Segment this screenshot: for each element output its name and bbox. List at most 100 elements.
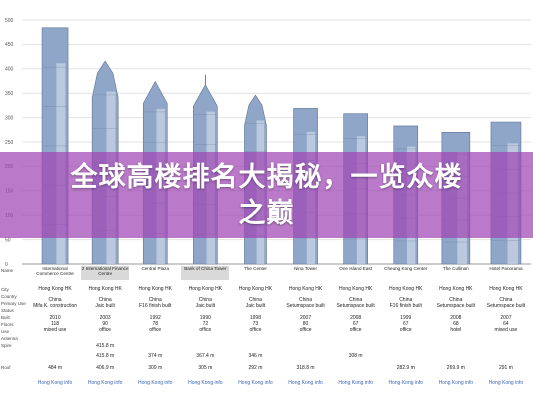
building-name[interactable]: Central Plaza [141,266,170,271]
cell-use: office [99,327,112,333]
cell-spire: 308 m [348,353,363,359]
y-tick-label: 350 [5,91,14,97]
cell-built: 1999 [400,315,412,321]
cell-use: mixed use [494,327,518,333]
cell-city: Hong Kong HK [288,286,323,292]
cell-city: Hong Kong HK [38,286,72,292]
row-label: Use [1,329,10,334]
building-name[interactable]: The Center [243,266,267,271]
row-label: Status [1,308,14,313]
cell-roof: 309 m [148,365,163,371]
cell-floors: 118 [51,321,60,327]
info-link[interactable]: Hong Kong info [238,380,273,386]
cell-floors: 68 [453,321,459,327]
cell-built: 1992 [149,315,161,321]
cell-built: 1990 [199,315,211,321]
cell-country: China [248,297,262,303]
title-banner [0,152,533,238]
building-name[interactable]: Hotel Panorama [489,266,523,271]
building-name[interactable]: Cheung Kong Center [384,266,428,271]
cell-city: Hong Kong HK [188,286,223,292]
row-label: Spire [1,343,12,348]
y-tick-label: 50 [5,237,11,243]
building-name[interactable]: Bank of China Tower [181,266,230,280]
cell-city: Hong Kong HK [338,286,373,292]
cell-use: mixed use [43,327,67,333]
cell-built: 1998 [249,315,261,321]
cell-roof: 269.9 m [446,365,465,371]
info-link[interactable]: Hong Kong info [438,380,474,386]
cell-built: 2008 [450,315,462,321]
cell-use: office [299,327,312,333]
building-name[interactable]: 2 International Finance Centre [81,266,130,280]
cell-roof: 282.9 m [396,365,415,371]
cell-city: Hong Kong HK [238,286,273,292]
cell-roof: 305 m [198,365,213,371]
cell-status: Jaic built [195,303,216,309]
cell-roof: 318.8 m [296,365,315,371]
cell-floors: 64 [503,321,509,327]
y-tick-label: 300 [5,115,14,121]
info-link[interactable]: Hong Kong info [288,380,323,386]
cell-country: China [198,297,212,303]
cell-built: 2008 [350,315,362,321]
cell-status: Setumspace built [436,303,476,309]
cell-status: F16 finish built [139,303,172,309]
cell-roof: 291 m [498,365,513,371]
cell-country: China [499,297,513,303]
row-label: Name [1,268,14,273]
cell-spire: 367.4 m [196,353,215,359]
cell-city: Hong Kong HK [489,286,523,292]
cell-use: office [199,327,212,333]
cell-country: China [449,297,463,303]
info-link[interactable]: Hong Kong info [188,380,223,386]
cell-spire: 415.8 m [96,353,115,359]
cell-use: hotel [450,327,462,333]
row-label: Roof [1,365,11,370]
cell-floors: 72 [202,321,209,327]
y-tick-label: 400 [5,67,14,73]
row-label: Floors [1,322,14,327]
row-label: Built [1,315,10,320]
info-link[interactable]: Hong Kong info [87,380,123,386]
cell-floors: 67 [402,321,409,327]
y-tick-label: 500 [5,18,14,24]
cell-city: Hong Kong HK [138,286,172,292]
cell-country: China [148,297,162,303]
cell-use: office [349,327,362,333]
cell-status: Mifa K. construction [33,303,77,309]
building-name[interactable]: One Island East [339,266,372,271]
cell-status: F16 finish built [389,303,422,309]
cell-country: China [399,297,413,303]
info-link[interactable]: Hong Kong info [388,380,423,386]
info-link[interactable]: Hong Kong info [137,380,173,386]
cell-roof: 292 m [248,365,263,371]
cell-floors: 90 [102,321,108,327]
building-name[interactable]: The Cullinan [442,266,469,271]
y-tick-label: 250 [5,140,14,146]
cell-built: 2007 [500,315,512,321]
cell-antenna: 415.8 m [96,343,115,349]
building-name[interactable]: International Commerce Centre [36,266,74,276]
row-label: City [1,287,9,292]
info-link[interactable]: Hong Kong info [37,380,73,386]
row-label: Country [1,294,17,299]
cell-country: China [98,297,112,303]
y-tick-label: 0 [5,262,8,268]
info-link[interactable]: Hong Kong info [488,380,524,386]
cell-city: Hong Kong HK [88,286,122,292]
y-tick-label: 450 [5,42,14,48]
headline-line-2: 之巅 [238,198,295,229]
cell-built: 2010 [49,315,61,321]
cell-city: Hong Kong HK [389,286,423,292]
headline: 全球高楼排名大揭秘，一览众楼 之巅 [0,160,533,232]
cell-use: office [149,327,162,333]
cell-use: office [249,327,262,333]
cell-roof: 406.9 m [96,365,115,371]
cell-status: Jaic built [245,303,266,309]
cell-built: 2007 [299,315,312,321]
cell-country: China [349,297,363,303]
cell-status: Setumspace built [286,303,325,309]
info-link[interactable]: Hong Kong info [338,380,373,386]
building-name[interactable]: Nina Tower [294,266,317,271]
